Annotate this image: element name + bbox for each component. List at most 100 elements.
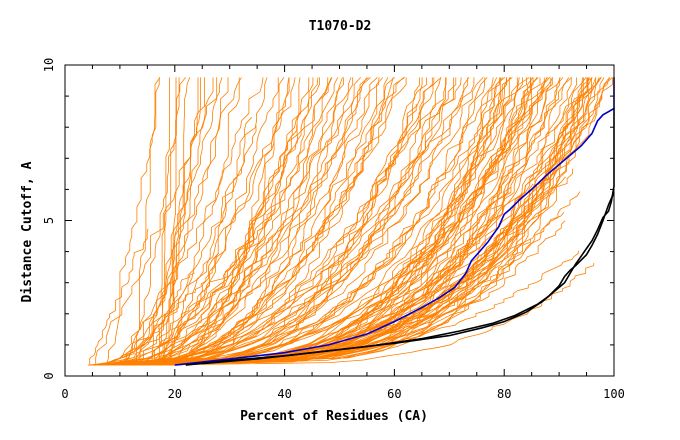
model-curve <box>158 77 361 366</box>
highlight-curve-3 <box>202 192 615 365</box>
model-curve <box>89 77 613 366</box>
model-curve <box>146 77 539 366</box>
model-curve <box>168 77 329 366</box>
model-curve <box>146 77 588 366</box>
model-curve <box>107 77 469 366</box>
model-curve <box>114 77 371 366</box>
model-curve <box>119 77 406 366</box>
model-curve <box>158 183 534 366</box>
model-curve <box>161 77 455 366</box>
model-curve <box>98 77 549 366</box>
model-curve <box>152 117 252 366</box>
model-curve <box>156 77 447 366</box>
model-curve <box>146 77 344 366</box>
model-curve <box>102 77 500 366</box>
model-curve <box>161 77 240 366</box>
model-curve <box>102 77 264 366</box>
x-tick-label: 80 <box>497 387 511 401</box>
x-tick-label: 60 <box>387 387 401 401</box>
model-curve <box>173 77 584 366</box>
x-tick-label: 20 <box>168 387 182 401</box>
chart-title: T1070-D2 <box>309 19 372 34</box>
model-curve <box>134 77 446 366</box>
model-curve <box>119 77 588 366</box>
model-curve <box>169 77 380 366</box>
model-curve <box>142 77 602 366</box>
model-curve <box>165 77 504 366</box>
model-curve <box>160 77 343 366</box>
model-curve <box>159 77 394 366</box>
model-curve <box>133 77 527 366</box>
model-curve <box>142 176 566 366</box>
model-curve <box>129 77 320 366</box>
model-curve <box>151 77 442 366</box>
model-curve <box>171 77 423 366</box>
model-curve <box>154 77 572 366</box>
model-curve <box>114 77 531 366</box>
model-curve <box>127 77 600 366</box>
y-axis-label: Distance Cutoff, A <box>20 161 35 302</box>
model-curve <box>91 77 470 366</box>
model-curve <box>125 77 333 366</box>
model-curve <box>96 77 332 366</box>
model-curve <box>102 77 442 366</box>
model-curve <box>111 77 339 366</box>
background-model-curves <box>87 77 613 366</box>
model-curve <box>146 77 512 366</box>
model-curve <box>154 77 171 366</box>
model-curve <box>148 221 415 366</box>
model-curve <box>155 77 395 366</box>
plot-frame <box>64 64 615 377</box>
model-curve <box>89 228 149 366</box>
highlight-curves <box>174 77 615 366</box>
highlight-curve-1 <box>174 77 615 366</box>
model-curve <box>113 77 484 366</box>
model-curve <box>144 77 310 366</box>
model-curve <box>104 77 433 366</box>
model-curve <box>121 77 404 366</box>
tick-labels: 0 20 40 60 80 100 0 5 10 <box>42 58 625 401</box>
x-tick-label: 0 <box>61 387 68 401</box>
model-curve <box>120 77 242 366</box>
model-curve <box>103 77 462 366</box>
model-curve <box>129 220 566 366</box>
model-curve <box>153 263 595 366</box>
model-curve <box>136 77 161 366</box>
model-curve <box>151 77 534 366</box>
y-tick-label: 10 <box>42 58 56 72</box>
model-curve <box>100 77 369 366</box>
model-curve <box>126 77 589 366</box>
x-tick-label: 100 <box>603 387 625 401</box>
model-curve <box>105 77 352 366</box>
model-curve <box>139 77 552 366</box>
model-curve <box>133 77 205 366</box>
model-curve <box>148 77 508 366</box>
model-curve <box>160 77 498 366</box>
model-curve <box>119 77 510 366</box>
model-curve <box>91 77 435 366</box>
model-curve <box>100 77 296 366</box>
model-curve <box>130 77 506 366</box>
model-curve <box>144 77 279 366</box>
model-curve <box>106 186 512 366</box>
model-curve <box>145 77 290 366</box>
model-curve <box>110 77 583 366</box>
model-curve <box>138 77 407 366</box>
model-curve <box>151 77 180 366</box>
y-tick-label: 0 <box>42 372 56 379</box>
x-axis-label: Percent of Residues (CA) <box>240 409 428 424</box>
model-curve <box>167 191 581 366</box>
model-curve <box>105 77 160 366</box>
model-curve <box>140 77 319 366</box>
model-curve <box>169 77 177 366</box>
y-tick-label: 5 <box>42 217 56 224</box>
model-curve <box>137 77 513 366</box>
model-curve <box>96 250 579 366</box>
model-curve <box>123 77 187 366</box>
model-curve <box>90 77 475 366</box>
model-curve <box>152 77 389 366</box>
model-curve <box>95 77 223 366</box>
model-curve <box>94 77 532 366</box>
model-curve <box>128 77 523 366</box>
